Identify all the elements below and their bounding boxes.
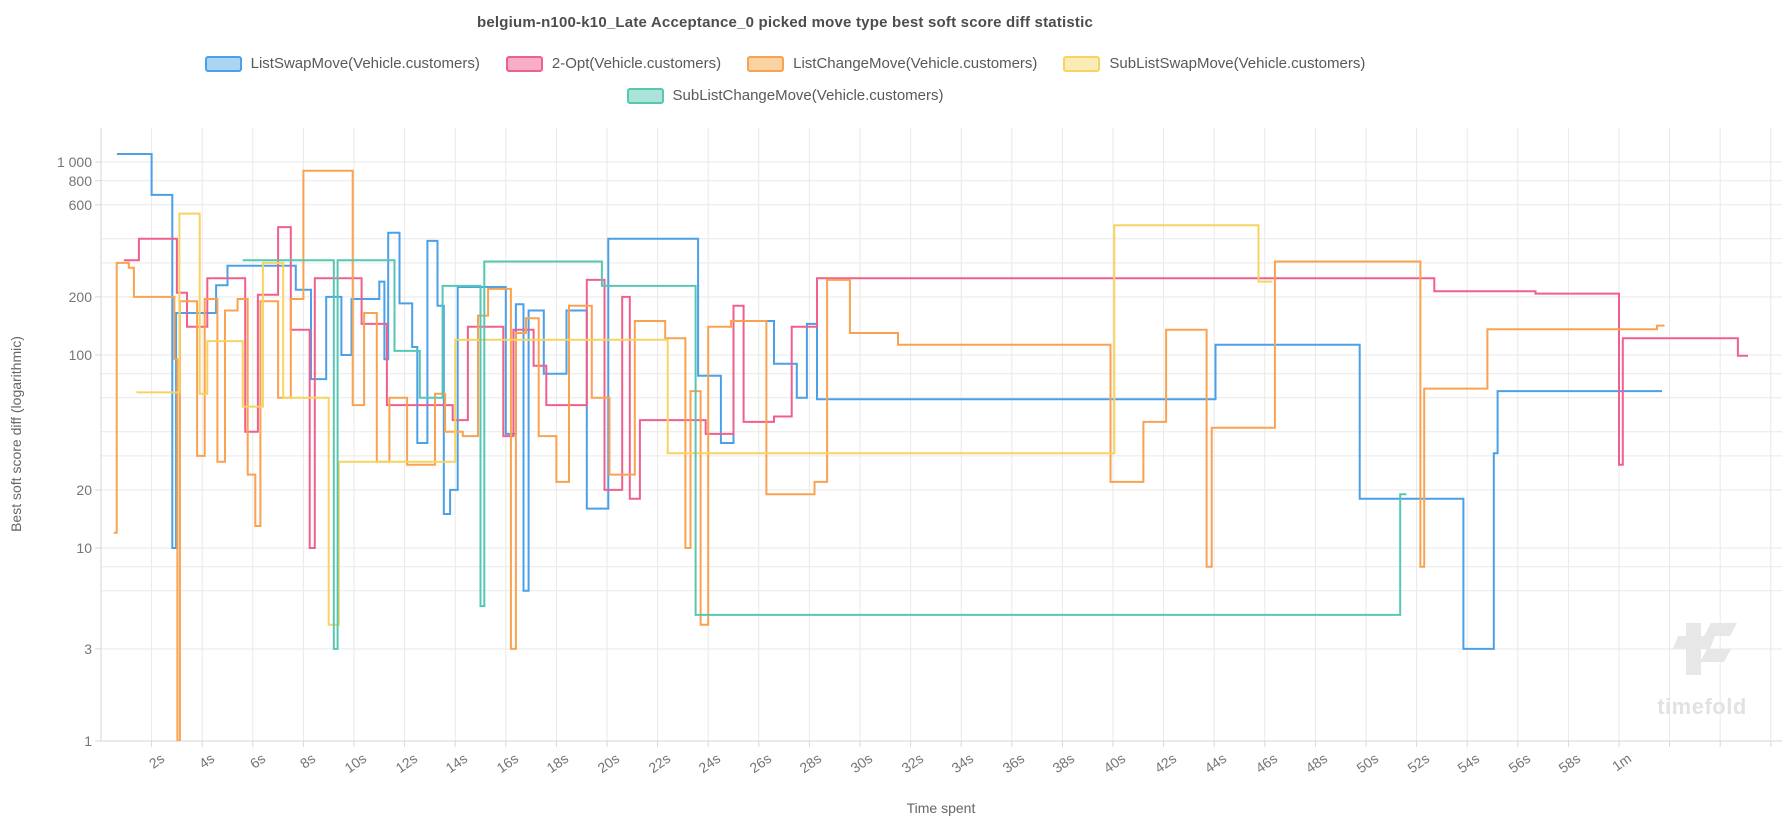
gridlines [95,128,1782,747]
legend-label: 2-Opt(Vehicle.customers) [551,55,722,72]
legend-row-1: ListSwapMove(Vehicle.customers) 2-Opt(Veh… [0,55,1570,72]
legend-item-sublistchangemove[interactable]: SubListChangeMove(Vehicle.customers) [626,87,944,104]
legend-label: ListChangeMove(Vehicle.customers) [793,55,1038,72]
y-tick-label: 10 [76,540,92,556]
series-listchangemove-line [113,169,1665,741]
legend-label: SubListChangeMove(Vehicle.customers) [672,87,944,104]
legend-swatch-listswapmove [204,55,242,72]
legend-item-sublistswapmove[interactable]: SubListSwapMove(Vehicle.customers) [1063,55,1365,72]
series-listswapmove-line [116,153,1662,650]
y-tick-label: 600 [68,196,92,213]
series-2-opt-line [123,226,1748,549]
legend-swatch-sublistswapmove [1063,55,1101,72]
y-tick-label: 1 000 [56,154,92,170]
legend-swatch-2-opt [505,55,543,72]
y-tick-label: 100 [68,347,92,363]
chart-title: belgium-n100-k10_Late Acceptance_0 picke… [476,14,1094,31]
legend-row-2: SubListChangeMove(Vehicle.customers) [0,87,1570,104]
legend-item-listchangemove[interactable]: ListChangeMove(Vehicle.customers) [747,55,1037,72]
series-sublistchangemove-line [242,259,1407,650]
y-tick-label: 20 [76,481,92,498]
legend-label: SubListSwapMove(Vehicle.customers) [1109,55,1366,72]
y-axis-title: Best soft score diff (logarithmic) [8,336,24,532]
legend-label: ListSwapMove(Vehicle.customers) [250,55,480,72]
y-tick-label: 1 [84,733,92,749]
legend-swatch-sublistchangemove [626,87,664,104]
series-sublistswapmove-line [136,212,1273,626]
legend-swatch-listchangemove [747,55,785,72]
y-tick-label: 200 [68,288,92,305]
legend-item-listswapmove[interactable]: ListSwapMove(Vehicle.customers) [204,55,480,72]
legend-item-2-opt[interactable]: 2-Opt(Vehicle.customers) [505,55,722,72]
y-tick-label: 3 [84,640,92,657]
x-axis-title: Time spent [906,800,976,816]
y-tick-label: 800 [68,172,92,189]
